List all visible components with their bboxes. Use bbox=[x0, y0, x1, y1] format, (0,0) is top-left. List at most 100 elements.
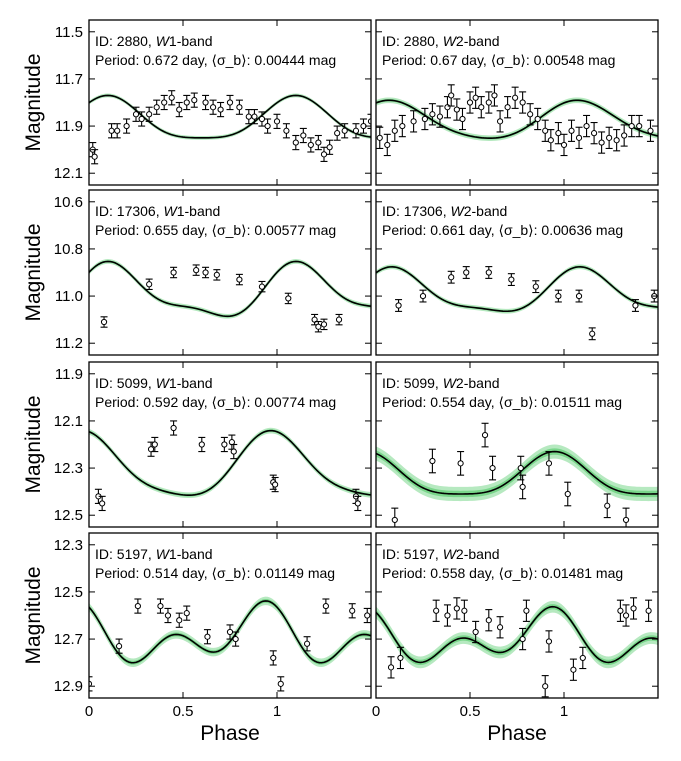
period-text: Period: 0.67 day, bbox=[382, 52, 491, 68]
point-marker bbox=[191, 97, 198, 104]
point-marker bbox=[622, 516, 630, 524]
period-text: Period: 0.558 day, bbox=[382, 565, 498, 581]
data-point bbox=[554, 289, 562, 303]
point-marker bbox=[183, 610, 190, 617]
sigma-symbol: ⟨σ_b⟩ bbox=[498, 394, 533, 410]
point-marker bbox=[519, 483, 526, 491]
data-point bbox=[383, 133, 391, 157]
sigma-value: : 0.01481 mag bbox=[534, 565, 624, 581]
point-marker bbox=[202, 269, 209, 276]
data-point bbox=[575, 289, 583, 303]
point-marker bbox=[448, 92, 455, 99]
point-marker bbox=[645, 607, 652, 614]
point-marker bbox=[170, 269, 177, 276]
data-point bbox=[145, 278, 153, 291]
point-marker bbox=[517, 464, 524, 472]
y-axis-label: Magnitude bbox=[22, 395, 45, 493]
data-point bbox=[220, 436, 228, 453]
x-tick-label: 0 bbox=[372, 703, 380, 720]
point-marker bbox=[575, 292, 583, 300]
point-marker bbox=[273, 118, 281, 125]
band-number: 1 bbox=[169, 375, 177, 391]
point-marker bbox=[285, 295, 292, 302]
data-point bbox=[489, 455, 497, 481]
panel-5197-w1: ID: 5197, W1-band Period: 0.514 day, ⟨σ_b… bbox=[88, 532, 372, 699]
point-marker bbox=[542, 127, 549, 134]
data-point bbox=[630, 597, 638, 620]
data-point bbox=[228, 434, 236, 450]
band-suffix: -band bbox=[185, 203, 221, 219]
point-marker bbox=[376, 134, 383, 141]
data-point bbox=[534, 107, 542, 131]
data-point bbox=[250, 109, 258, 125]
model-uncertainty-band bbox=[376, 97, 658, 141]
data-point bbox=[245, 109, 253, 125]
point-marker bbox=[617, 607, 624, 614]
point-marker bbox=[322, 602, 329, 610]
id-text: ID: 17306, bbox=[382, 203, 451, 219]
point-marker bbox=[230, 448, 237, 455]
panel-frame bbox=[88, 19, 372, 186]
point-marker bbox=[583, 122, 590, 130]
data-point bbox=[485, 609, 493, 632]
data-point bbox=[507, 273, 515, 287]
point-marker bbox=[636, 122, 643, 130]
band-suffix: -band bbox=[177, 546, 213, 562]
model-uncertainty-band bbox=[376, 444, 658, 502]
point-marker bbox=[391, 516, 398, 524]
plot-area bbox=[89, 259, 371, 333]
data-point bbox=[650, 289, 658, 303]
model-curve bbox=[376, 266, 658, 313]
point-marker bbox=[134, 602, 141, 610]
data-point bbox=[164, 607, 172, 624]
data-point bbox=[547, 129, 555, 152]
data-point bbox=[588, 327, 596, 341]
data-point bbox=[622, 604, 630, 627]
data-point bbox=[496, 616, 504, 639]
band-prefix: W bbox=[443, 375, 458, 391]
panel-frame bbox=[375, 532, 659, 699]
data-point bbox=[490, 84, 498, 107]
point-marker bbox=[151, 441, 158, 448]
band-prefix: W bbox=[156, 33, 171, 49]
data-point bbox=[326, 139, 334, 155]
data-point bbox=[145, 106, 153, 122]
panel-2880-w1: ID: 2880, W1-band Period: 0.672 day, ⟨σ_b… bbox=[88, 19, 372, 186]
point-marker bbox=[532, 283, 539, 290]
data-point bbox=[387, 656, 395, 679]
sigma-value: : 0.00577 mag bbox=[247, 222, 337, 238]
sigma-symbol: ⟨σ_b⟩ bbox=[491, 52, 526, 68]
point-marker bbox=[352, 127, 360, 134]
band-number: 2 bbox=[456, 33, 464, 49]
point-marker bbox=[99, 500, 106, 507]
band-prefix: W bbox=[164, 203, 179, 219]
point-marker bbox=[397, 654, 404, 662]
point-marker bbox=[341, 127, 348, 134]
data-point bbox=[354, 495, 362, 512]
point-marker bbox=[164, 612, 172, 619]
band-suffix: -band bbox=[177, 33, 213, 49]
data-point bbox=[428, 103, 436, 126]
sigma-value: : 0.01511 mag bbox=[534, 394, 622, 410]
data-point bbox=[115, 638, 123, 654]
data-point bbox=[519, 627, 527, 651]
model-curve bbox=[376, 99, 658, 139]
data-point bbox=[202, 94, 210, 111]
point-marker bbox=[621, 132, 628, 139]
data-point bbox=[226, 94, 234, 111]
point-marker bbox=[512, 94, 519, 101]
band-number: 1 bbox=[169, 546, 177, 562]
x-tick-label: 1 bbox=[273, 703, 281, 720]
data-point bbox=[496, 110, 504, 133]
data-point bbox=[235, 273, 243, 286]
point-marker bbox=[504, 104, 511, 111]
point-marker bbox=[485, 99, 492, 106]
x-axis-label: Phase bbox=[200, 722, 260, 745]
point-marker bbox=[153, 104, 160, 111]
point-marker bbox=[410, 118, 417, 125]
point-marker bbox=[146, 281, 153, 288]
data-point bbox=[341, 123, 349, 139]
point-marker bbox=[226, 628, 234, 636]
band-number: 2 bbox=[456, 546, 464, 562]
data-point bbox=[481, 422, 489, 448]
